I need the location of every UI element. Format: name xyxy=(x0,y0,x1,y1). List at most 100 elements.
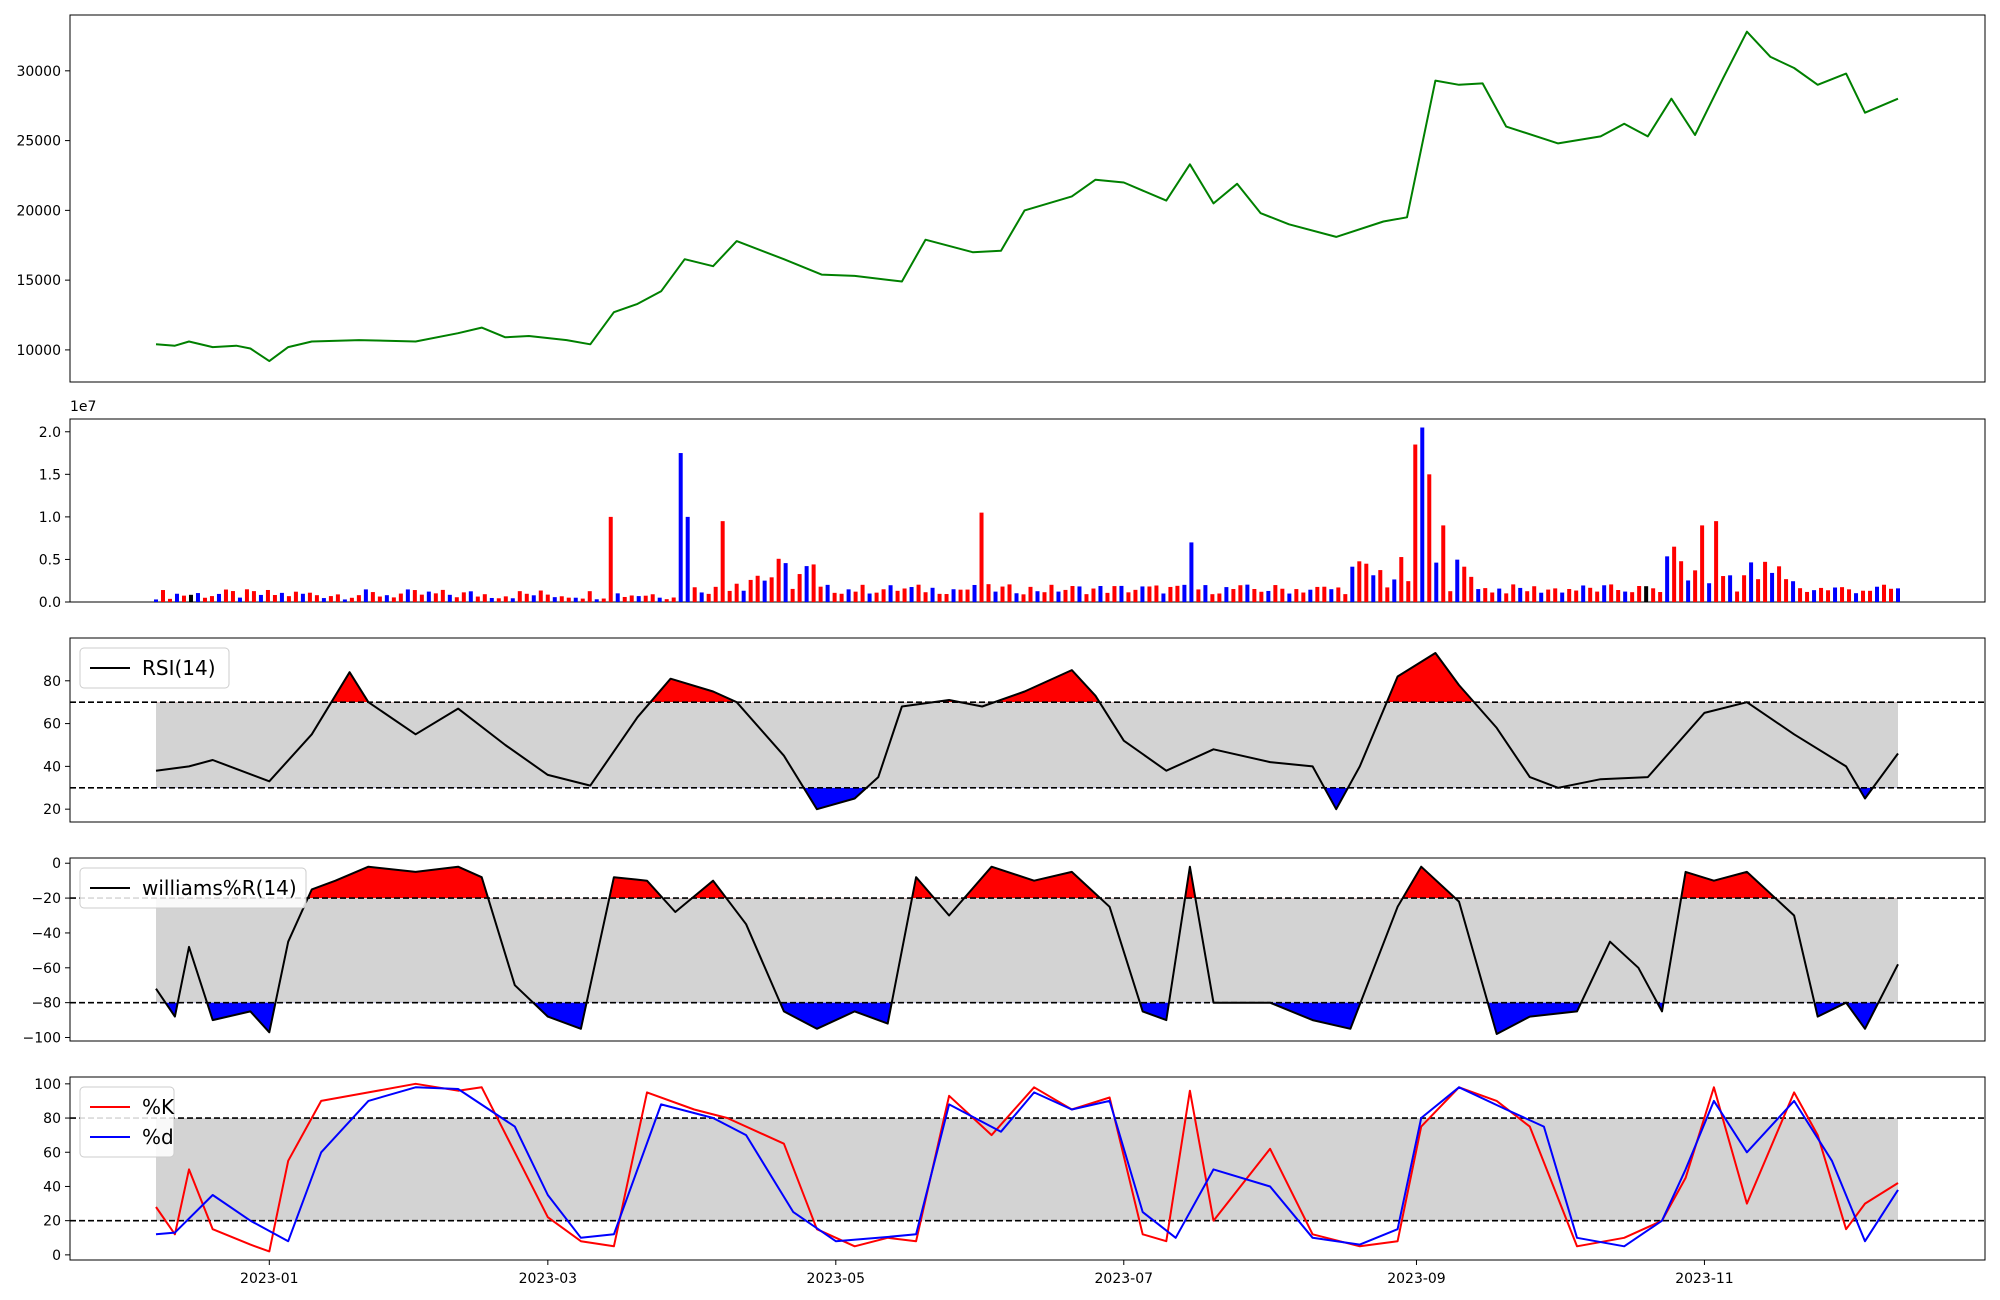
volume-bar xyxy=(1686,580,1691,602)
volume-bar xyxy=(1483,588,1488,602)
williams-ytick-label: −20 xyxy=(31,891,61,907)
volume-bar xyxy=(1287,593,1292,602)
volume-bar xyxy=(307,592,312,602)
volume-bar xyxy=(1273,585,1278,602)
volume-bar xyxy=(1560,592,1565,602)
volume-bar xyxy=(1777,566,1782,602)
rsi-line xyxy=(155,652,1899,811)
stochastic-frame xyxy=(69,1076,1986,1261)
price-ytick-label: 15000 xyxy=(16,273,61,289)
volume-bar xyxy=(1588,587,1593,602)
volume-bar xyxy=(1105,592,1110,602)
volume-bar xyxy=(811,564,816,602)
price-frame xyxy=(69,14,1986,383)
volume-bar xyxy=(335,594,340,602)
volume-bar xyxy=(482,594,487,602)
price-panel: 10000 15000 20000 25000 30000 xyxy=(16,14,1986,383)
volume-bar xyxy=(1644,586,1649,602)
volume-bar xyxy=(1420,427,1425,602)
stochastic-ytick-label: 100 xyxy=(34,1077,61,1093)
volume-bar xyxy=(174,593,179,602)
volume-bar xyxy=(517,591,522,602)
volume-bar xyxy=(608,516,613,602)
volume-bar xyxy=(1098,586,1103,602)
volume-bar xyxy=(1448,591,1453,602)
volume-bar xyxy=(1035,591,1040,602)
volume-bar xyxy=(468,591,473,602)
volume-bar xyxy=(1812,590,1817,602)
stochastic-k-line xyxy=(155,1082,1899,1253)
volume-frame xyxy=(69,418,1986,603)
volume-bar xyxy=(405,589,410,602)
volume-bar xyxy=(944,594,949,602)
volume-bar xyxy=(1875,586,1880,602)
williams-frame xyxy=(69,857,1986,1042)
volume-bar xyxy=(1623,591,1628,602)
volume-bar xyxy=(202,597,207,602)
volume-bar xyxy=(356,595,361,602)
volume-bar xyxy=(1630,592,1635,602)
volume-ytick-label: 0.0 xyxy=(39,595,61,611)
volume-bar xyxy=(1028,586,1033,602)
price-ytick-label: 20000 xyxy=(16,203,61,219)
volume-bar xyxy=(188,594,193,602)
volume-bar xyxy=(1567,589,1572,602)
stochastic-ytick-label: 20 xyxy=(43,1214,61,1230)
volume-bar xyxy=(1595,591,1600,602)
volume-bar xyxy=(223,589,228,602)
volume-bar xyxy=(1511,584,1516,602)
volume-bar xyxy=(692,587,697,602)
volume-bar xyxy=(1658,592,1663,602)
volume-bar xyxy=(384,595,389,602)
volume-bar xyxy=(888,585,893,602)
volume-bar xyxy=(342,599,347,602)
volume-bar xyxy=(1805,591,1810,602)
volume-bar xyxy=(1014,593,1019,602)
volume-bar xyxy=(720,521,725,602)
williams-ytick-label: −40 xyxy=(31,926,61,942)
volume-bar xyxy=(1637,586,1642,602)
stochastic-neutral-band xyxy=(156,1118,1898,1221)
volume-bar xyxy=(685,516,690,602)
volume-bar xyxy=(1245,584,1250,602)
volume-bar xyxy=(251,591,256,602)
volume-bar xyxy=(748,579,753,602)
rsi-ytick-label: 40 xyxy=(43,759,61,775)
volume-bar xyxy=(1350,566,1355,602)
volume-bar xyxy=(1819,587,1824,602)
volume-bar xyxy=(1224,587,1229,602)
williams-legend-label: williams%R(14) xyxy=(142,876,297,900)
volume-bar xyxy=(1882,584,1887,602)
volume-bar xyxy=(154,599,158,602)
volume-bar xyxy=(1861,590,1866,602)
volume-bar xyxy=(412,590,417,602)
volume-bar xyxy=(930,587,935,602)
volume-bar xyxy=(475,596,480,602)
volume-bar xyxy=(510,598,515,602)
volume-bar xyxy=(734,583,739,602)
volume-bar xyxy=(1210,594,1215,602)
volume-bar xyxy=(265,589,270,602)
volume-bar xyxy=(1147,586,1152,602)
volume-bar xyxy=(1364,563,1369,602)
volume-bar xyxy=(545,594,550,602)
stochastic-legend-label: %d xyxy=(142,1125,174,1149)
volume-bar xyxy=(1308,589,1313,602)
volume-bar xyxy=(1490,592,1495,602)
volume-bar xyxy=(1581,585,1586,602)
volume-bar xyxy=(1784,579,1789,602)
stochastic-ytick-label: 40 xyxy=(43,1179,61,1195)
volume-bar xyxy=(650,594,655,602)
stochastic-ytick-label: 0 xyxy=(52,1248,61,1264)
volume-ytick-label: 1.0 xyxy=(39,510,61,526)
volume-bar xyxy=(636,596,641,602)
volume-bar xyxy=(1000,586,1005,602)
volume-bar xyxy=(993,591,998,602)
volume-bar xyxy=(1266,590,1271,602)
volume-bar xyxy=(902,588,907,602)
stochastic-legend-box xyxy=(79,1086,175,1158)
rsi-panel: 20 40 60 80 RSI(14) xyxy=(43,637,1986,823)
volume-bar xyxy=(1217,593,1222,602)
volume-bar xyxy=(503,596,508,602)
x-tick-label: 2023-11 xyxy=(1675,1271,1734,1287)
